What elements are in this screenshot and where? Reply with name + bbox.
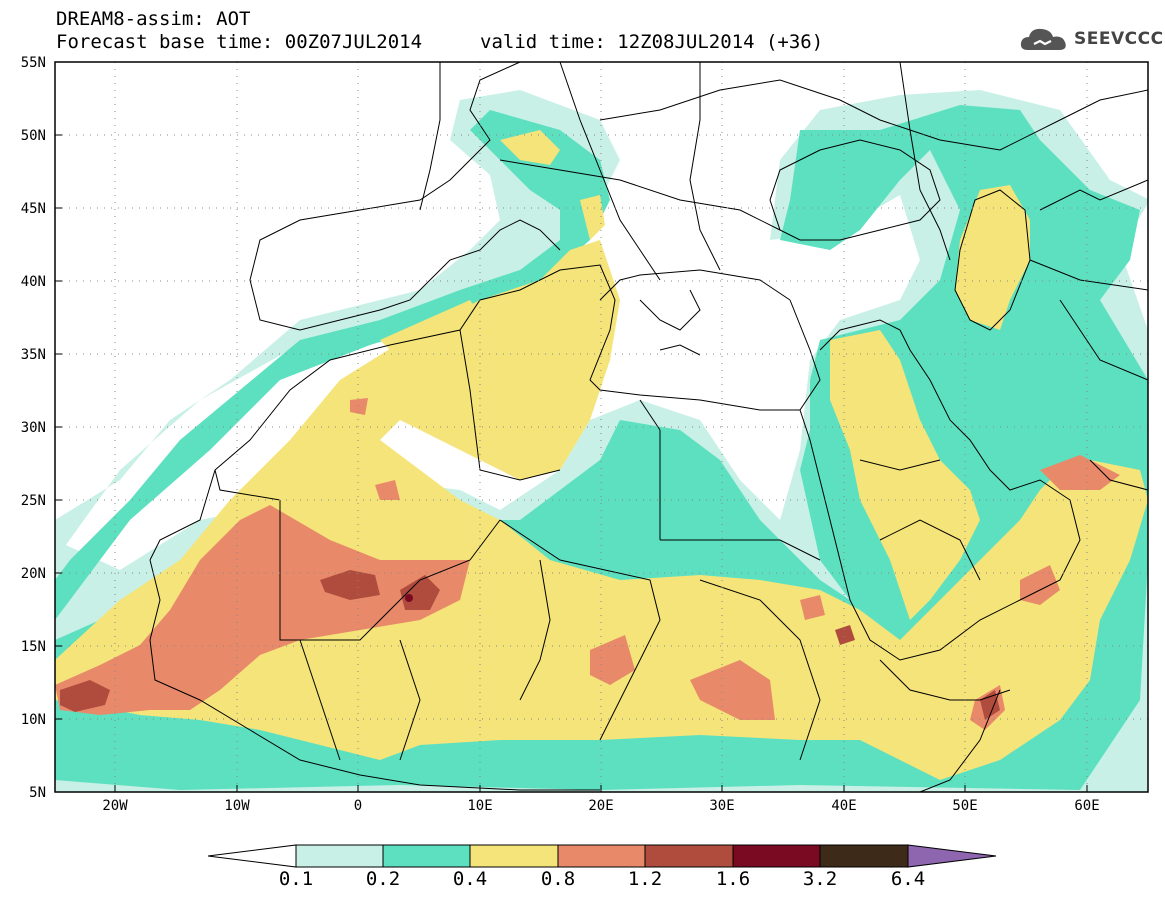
lat-lon-grid xyxy=(55,62,1148,792)
colorbar-label-0.1: 0.1 xyxy=(278,868,314,890)
lon-label-50e: 50E xyxy=(952,798,978,814)
seevccc-logo: SEEVCCC xyxy=(1018,24,1164,54)
aot-max-spot xyxy=(405,594,413,602)
logo-text: SEEVCCC xyxy=(1074,29,1164,49)
colorbar-bin-7 xyxy=(819,844,909,868)
lon-label-10w: 10W xyxy=(224,798,250,814)
lat-label-40n: 40N xyxy=(20,274,46,290)
lat-label-25n: 25N xyxy=(20,493,46,509)
lat-label-20n: 20N xyxy=(20,566,46,582)
coastlines-borders xyxy=(149,62,1148,792)
valid-time: valid time: 12Z08JUL2014 (+36) xyxy=(480,31,824,53)
colorbar-label-1.2: 1.2 xyxy=(627,868,663,890)
colorbar-arrow-low xyxy=(207,844,297,868)
colorbar-bin-1 xyxy=(295,844,384,868)
colorbar-label-0.2: 0.2 xyxy=(365,868,401,890)
map-title: DREAM8-assim: AOT xyxy=(56,8,251,30)
lat-label-50n: 50N xyxy=(20,128,46,144)
lon-label-20w: 20W xyxy=(102,798,128,814)
lon-label-20e: 20E xyxy=(588,798,614,814)
lat-label-30n: 30N xyxy=(20,420,46,436)
lat-label-45n: 45N xyxy=(20,201,46,217)
aot-contour-0.4 xyxy=(55,130,1148,780)
lon-label-40e: 40E xyxy=(831,798,857,814)
lat-label-35n: 35N xyxy=(20,347,46,363)
lon-label-10e: 10E xyxy=(467,798,493,814)
forecast-base-time: Forecast base time: 00Z07JUL2014 xyxy=(56,31,423,53)
lon-label-30e: 30E xyxy=(709,798,735,814)
colorbar-label-1.6: 1.6 xyxy=(715,868,751,890)
lon-label-0: 0 xyxy=(353,798,363,814)
colorbar-bin-4 xyxy=(557,844,646,868)
lon-label-60e: 60E xyxy=(1074,798,1100,814)
lat-label-55n: 55N xyxy=(20,55,46,71)
colorbar-bin-6 xyxy=(732,844,821,868)
colorbar-label-6.4: 6.4 xyxy=(890,868,926,890)
colorbar-label-0.8: 0.8 xyxy=(540,868,576,890)
colorbar-bin-2 xyxy=(382,844,471,868)
colorbar-arrow-high xyxy=(907,844,997,868)
colorbar-label-0.4: 0.4 xyxy=(452,868,488,890)
lat-label-15n: 15N xyxy=(20,639,46,655)
lat-label-5n: 5N xyxy=(29,785,46,801)
colorbar xyxy=(207,844,997,868)
cloud-icon xyxy=(1020,28,1066,50)
colorbar-bin-3 xyxy=(469,844,559,868)
colorbar-label-3.2: 3.2 xyxy=(802,868,838,890)
map-fill-layer xyxy=(55,62,1148,792)
colorbar-bin-5 xyxy=(644,844,734,868)
axis-ticks xyxy=(55,61,1088,792)
lat-label-10n: 10N xyxy=(20,712,46,728)
